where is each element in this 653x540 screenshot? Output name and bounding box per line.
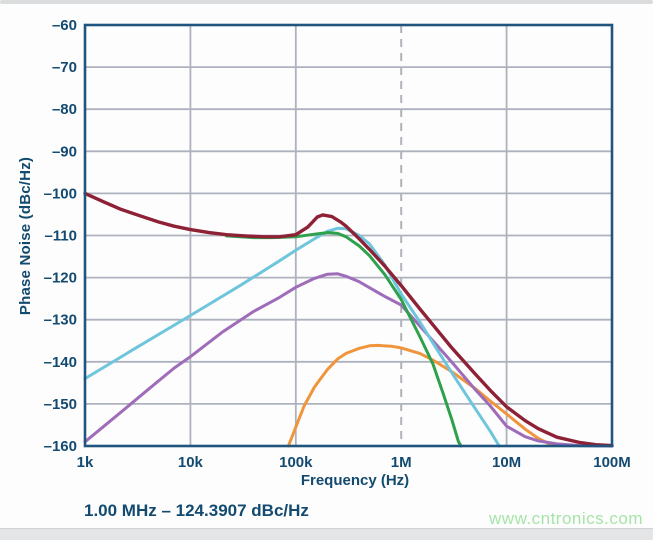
page-top-divider (0, 0, 653, 4)
x-tick-label: 1M (391, 454, 412, 471)
curve-green (225, 231, 463, 448)
y-tick-label: –80 (52, 101, 77, 118)
x-tick-label: 100M (593, 454, 631, 471)
watermark: www.cntronics.com (489, 509, 643, 528)
y-tick-label: –90 (52, 143, 77, 160)
y-tick-label: –70 (52, 59, 77, 76)
curve-purple (83, 272, 614, 448)
x-tick-label: 100k (279, 454, 313, 471)
x-axis-title: Frequency (Hz) (300, 472, 410, 489)
y-tick-label: –100 (44, 185, 77, 202)
page-bottom-divider (0, 528, 653, 540)
x-tick-label: 10k (178, 454, 204, 471)
x-tick-label: 1k (77, 454, 94, 471)
curve-dark-red (83, 191, 614, 448)
curve-orange (286, 343, 559, 448)
y-tick-label: –140 (44, 354, 77, 371)
y-tick-label: –150 (44, 396, 77, 413)
plot-border (83, 23, 614, 448)
curve-cyan (83, 226, 501, 448)
y-tick-label: –160 (44, 438, 77, 455)
y-tick-label: –130 (44, 312, 77, 329)
marker-readout: 1.00 MHz – 124.3907 dBc/Hz (84, 501, 309, 520)
y-axis-title: Phase Noise (dBc/Hz) (17, 156, 34, 316)
y-tick-label: –60 (52, 17, 77, 34)
y-tick-label: –110 (44, 228, 77, 245)
x-tick-label: 10M (492, 454, 521, 471)
y-tick-label: –120 (44, 270, 77, 287)
